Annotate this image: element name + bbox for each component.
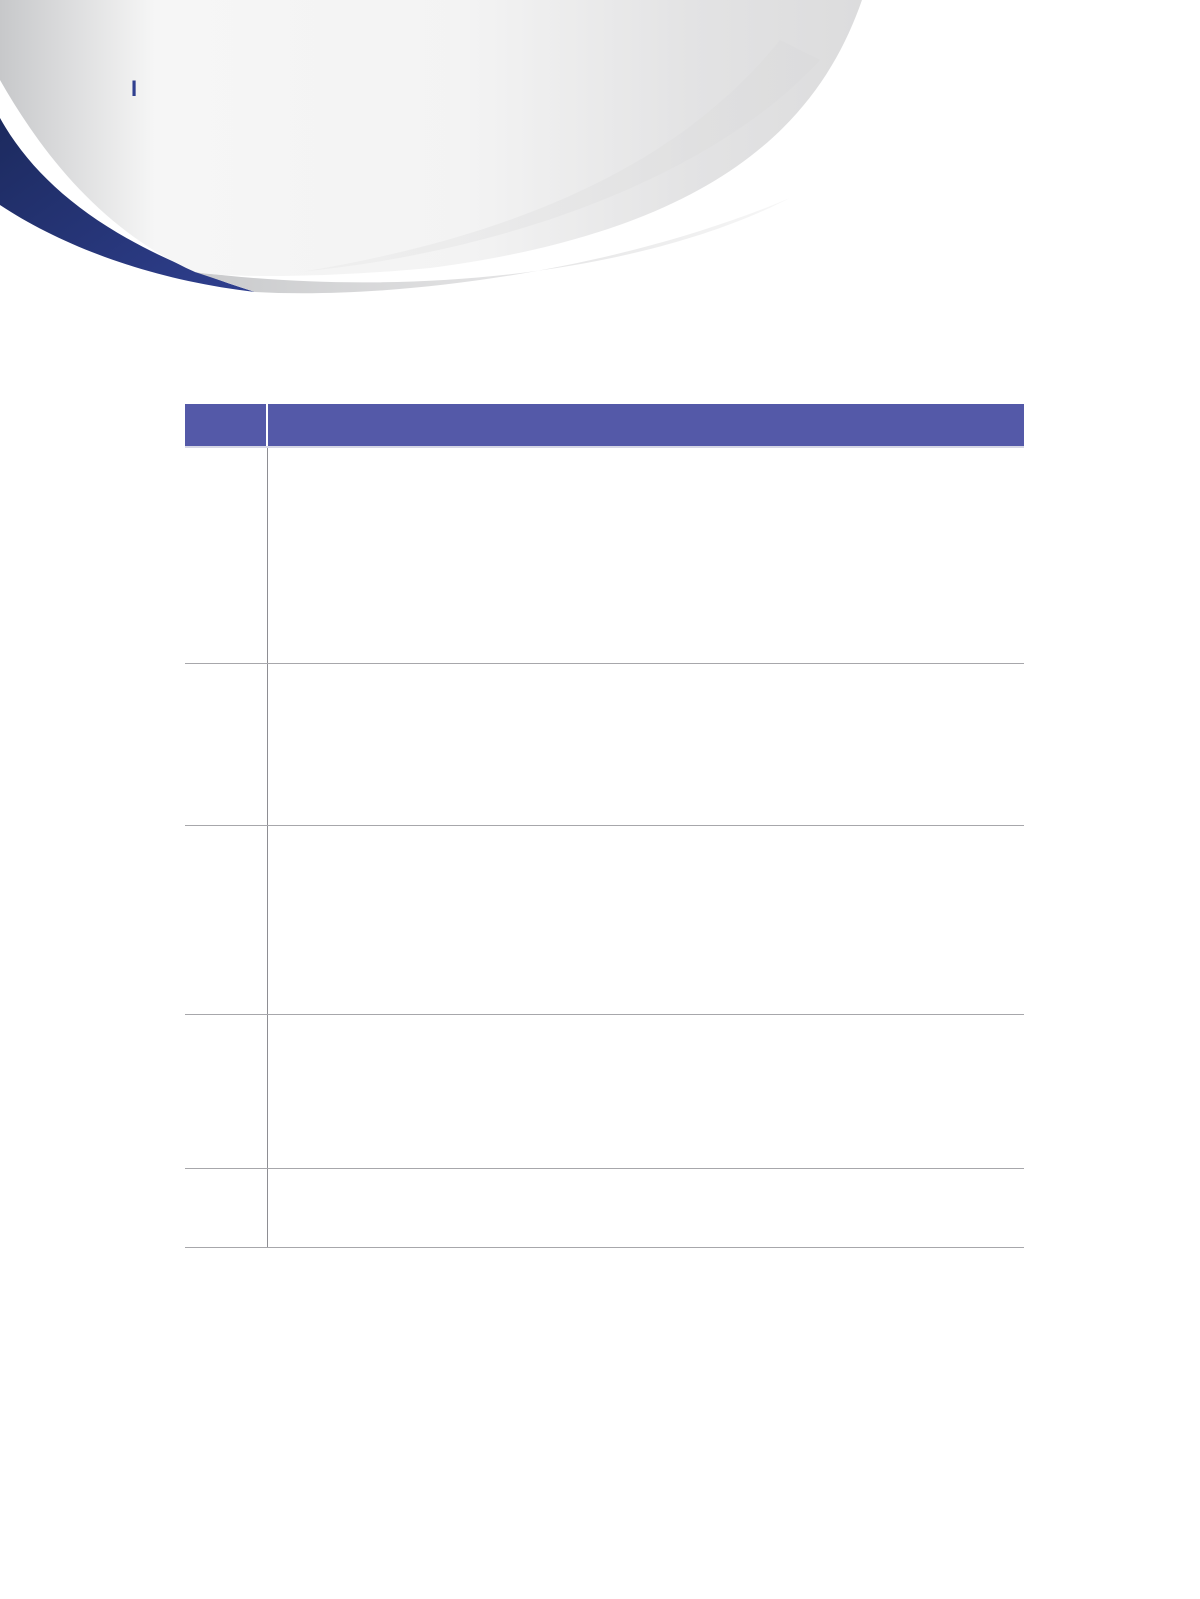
table-row [185, 825, 1024, 1015]
table-cell [185, 663, 268, 826]
table-cell [267, 447, 1024, 664]
table-header-cell [267, 404, 1024, 448]
inner-curve-shape [300, 40, 820, 272]
table-header-row [185, 404, 1024, 448]
table-header-cell [185, 404, 268, 448]
header-swoosh-graphic [0, 0, 862, 294]
table-row [185, 1168, 1024, 1248]
table-cell [267, 1168, 1024, 1248]
table-row [185, 663, 1024, 826]
table-cell [185, 1168, 268, 1248]
table-row [185, 447, 1024, 664]
table-cell [185, 1014, 268, 1169]
table-cell [185, 825, 268, 1015]
table-row [185, 1014, 1024, 1169]
grey-band-shape [195, 198, 790, 294]
table-cell [267, 663, 1024, 826]
grey-bowl-shape [0, 0, 862, 276]
navy-swoosh-shape [0, 118, 255, 292]
table-cell [267, 825, 1024, 1015]
table-cell [267, 1014, 1024, 1169]
table-cell [185, 447, 268, 664]
header-mark-text: I [131, 76, 138, 101]
content-table [185, 404, 1024, 1248]
